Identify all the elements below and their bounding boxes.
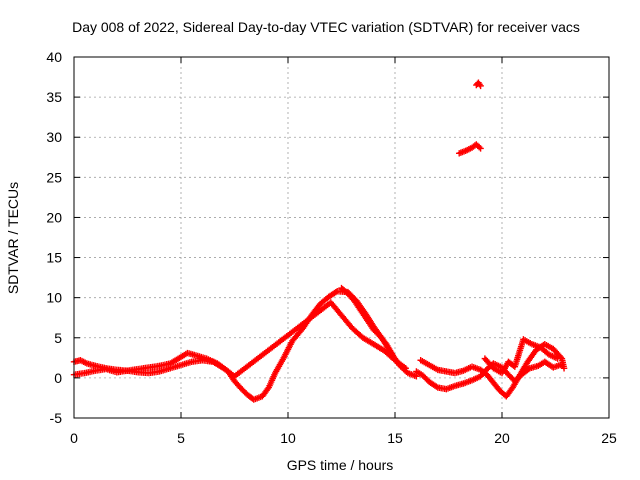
x-tick-label: 10	[280, 430, 296, 446]
y-axis-label: SDTVAR / TECUs	[5, 182, 21, 294]
y-tick-label: 10	[46, 290, 62, 306]
x-tick-labels: 0 5 10 15 20 25	[70, 430, 617, 446]
axis-ticks	[73, 56, 610, 419]
plot-frame	[73, 56, 610, 419]
y-tick-label: 25	[46, 169, 62, 185]
x-tick-label: 25	[601, 430, 617, 446]
data-point	[475, 143, 483, 151]
x-tick-label: 20	[494, 430, 510, 446]
y-tick-label: 30	[46, 129, 62, 145]
y-tick-label: 15	[46, 250, 62, 266]
data-point	[560, 365, 568, 372]
y-tick-label: 40	[46, 49, 62, 65]
chart-title: Day 008 of 2022, Sidereal Day-to-day VTE…	[72, 19, 580, 35]
data-point	[477, 145, 484, 152]
data-point	[554, 355, 561, 362]
data-points	[70, 79, 568, 403]
y-tick-labels: -5 0 5 10 15 20 25 30 35 40	[46, 49, 62, 426]
y-tick-label: 35	[46, 89, 62, 105]
data-point	[477, 82, 484, 90]
y-tick-label: 0	[54, 370, 62, 386]
x-tick-label: 5	[177, 430, 185, 446]
data-point	[433, 383, 440, 390]
y-tick-label: -5	[50, 410, 63, 426]
data-point	[402, 365, 409, 372]
x-tick-label: 0	[70, 430, 78, 446]
x-tick-label: 15	[387, 430, 403, 446]
data-point	[389, 352, 397, 359]
y-tick-label: 5	[54, 330, 62, 346]
x-axis-label: GPS time / hours	[287, 457, 394, 473]
y-tick-label: 20	[46, 209, 62, 225]
